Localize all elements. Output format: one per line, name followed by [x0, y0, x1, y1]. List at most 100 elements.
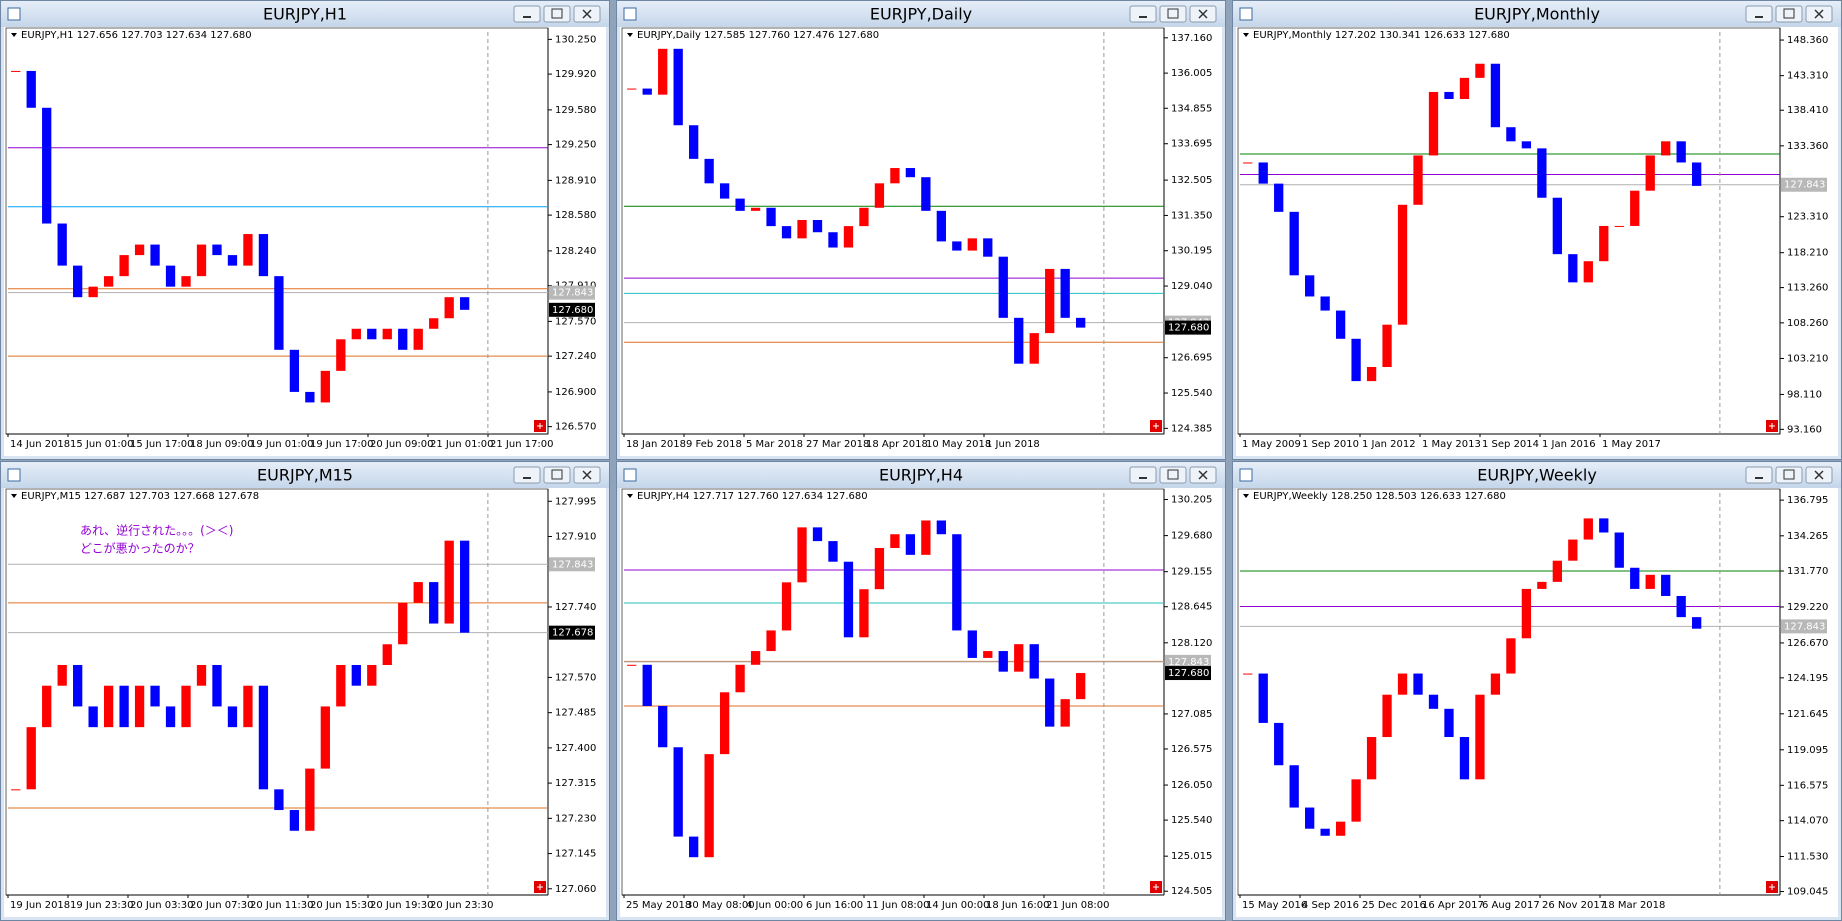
menu-triangle[interactable] — [627, 494, 633, 498]
x-tick-label: 1 Jan 2012 — [1362, 439, 1416, 450]
minimize-button[interactable] — [1129, 5, 1157, 23]
menu-triangle[interactable] — [627, 33, 633, 37]
chart-info: EURJPY,Weekly 128.250 128.503 126.633 12… — [1253, 491, 1506, 502]
candle — [1475, 694, 1485, 780]
x-tick-label: 19 Jun 17:00 — [310, 439, 374, 450]
y-tick-label: 126.570 — [555, 422, 596, 433]
candle — [642, 664, 652, 707]
x-tick-label: 15 Jun 01:00 — [70, 439, 134, 450]
x-tick-label: 15 Jun 17:00 — [130, 439, 194, 450]
candle — [890, 168, 900, 184]
menu-triangle[interactable] — [11, 494, 17, 498]
candle — [750, 651, 761, 665]
x-tick-label: 30 May 08:00 — [686, 900, 755, 911]
candle — [812, 527, 823, 542]
minimize-button[interactable] — [1745, 466, 1773, 484]
y-tick-label: 138.410 — [1787, 105, 1828, 116]
maximize-button[interactable] — [1775, 5, 1803, 23]
candle — [289, 810, 300, 831]
price-label: 127.843 — [552, 559, 593, 570]
button-glyph — [551, 8, 563, 19]
minimize-button[interactable] — [1129, 466, 1157, 484]
candle — [1258, 673, 1268, 723]
candle — [890, 534, 900, 548]
candle — [429, 582, 439, 624]
maximize-button[interactable] — [1775, 466, 1803, 484]
y-tick-label: 129.580 — [555, 105, 596, 116]
candle — [1274, 722, 1284, 766]
candle — [119, 685, 129, 728]
x-tick-label: 18 Jan 2018 — [626, 439, 686, 450]
chart-window: EURJPY,H1 130.250 129.920 129.580 129.250 128… — [0, 0, 610, 460]
button-glyph — [1198, 9, 1208, 19]
y-tick-label: 136.795 — [1787, 495, 1828, 506]
price-label: 127.843 — [552, 288, 593, 299]
scroll-marker-glyph — [1769, 884, 1775, 890]
candle — [936, 520, 946, 535]
chart-info: EURJPY,Daily 127.585 127.760 127.476 127… — [637, 30, 879, 41]
window-icon — [623, 7, 637, 21]
y-tick-label: 114.070 — [1787, 816, 1828, 827]
candle — [1490, 673, 1501, 695]
candle — [1060, 268, 1070, 318]
candle — [26, 70, 36, 108]
chart-window: EURJPY,Daily 137.160 136.005 134.855 133.695… — [616, 0, 1226, 460]
y-tick-label: 98.110 — [1787, 389, 1822, 400]
candle — [413, 582, 423, 603]
x-tick-label: 4 Jun 00:00 — [746, 900, 803, 911]
candle — [1614, 225, 1624, 227]
title-bar — [1233, 1, 1841, 27]
annotation: あれ、逆行された。。。(＞＜) — [80, 523, 234, 538]
candle — [57, 223, 67, 266]
candle — [781, 582, 792, 631]
x-tick-label: 20 Jun 23:30 — [430, 900, 494, 911]
maximize-button[interactable] — [543, 466, 571, 484]
candle — [1289, 765, 1299, 808]
maximize-button[interactable] — [1159, 466, 1187, 484]
candle — [998, 256, 1008, 318]
minimize-button[interactable] — [1745, 5, 1773, 23]
maximize-button[interactable] — [1159, 5, 1187, 23]
x-tick-label: 19 Jun 2018 — [10, 900, 70, 911]
candle — [382, 644, 392, 665]
price-label-box — [1165, 320, 1211, 335]
x-tick-label: 4 Sep 2016 — [1302, 900, 1359, 911]
candle — [227, 255, 238, 266]
maximize-button[interactable] — [543, 5, 571, 23]
candle — [1289, 211, 1299, 276]
candle — [103, 685, 114, 728]
candle — [444, 297, 454, 319]
candle — [460, 297, 470, 310]
y-tick-label: 126.695 — [1171, 353, 1212, 364]
window-icon — [7, 7, 21, 21]
y-tick-label: 126.670 — [1787, 638, 1828, 649]
x-tick-label: 6 Aug 2017 — [1482, 900, 1540, 911]
x-tick-label: 19 Jun 23:30 — [70, 900, 134, 911]
x-tick-label: 20 Jun 15:30 — [310, 900, 374, 911]
candle — [1320, 296, 1330, 311]
minimize-button[interactable] — [513, 5, 541, 23]
candle — [952, 241, 962, 251]
button-glyph — [1198, 470, 1208, 480]
candle — [1645, 574, 1655, 589]
candle — [1366, 367, 1377, 382]
y-tick-label: 126.050 — [1171, 780, 1212, 791]
candle — [1045, 678, 1055, 727]
candle — [42, 685, 52, 728]
title-bar — [617, 462, 1225, 488]
candle — [26, 727, 36, 790]
menu-triangle[interactable] — [1243, 494, 1249, 498]
menu-triangle[interactable] — [1243, 33, 1249, 37]
x-tick-label: 27 Mar 2018 — [806, 439, 869, 450]
candle — [1537, 581, 1547, 589]
price-label-box — [549, 302, 595, 317]
candle — [73, 265, 83, 298]
candle — [1444, 708, 1454, 738]
menu-triangle[interactable] — [11, 33, 17, 37]
candle — [812, 220, 823, 233]
price-label-box — [549, 625, 595, 640]
minimize-button[interactable] — [513, 466, 541, 484]
candle — [258, 234, 269, 277]
y-tick-label: 113.260 — [1787, 283, 1828, 294]
candle — [1459, 737, 1470, 780]
